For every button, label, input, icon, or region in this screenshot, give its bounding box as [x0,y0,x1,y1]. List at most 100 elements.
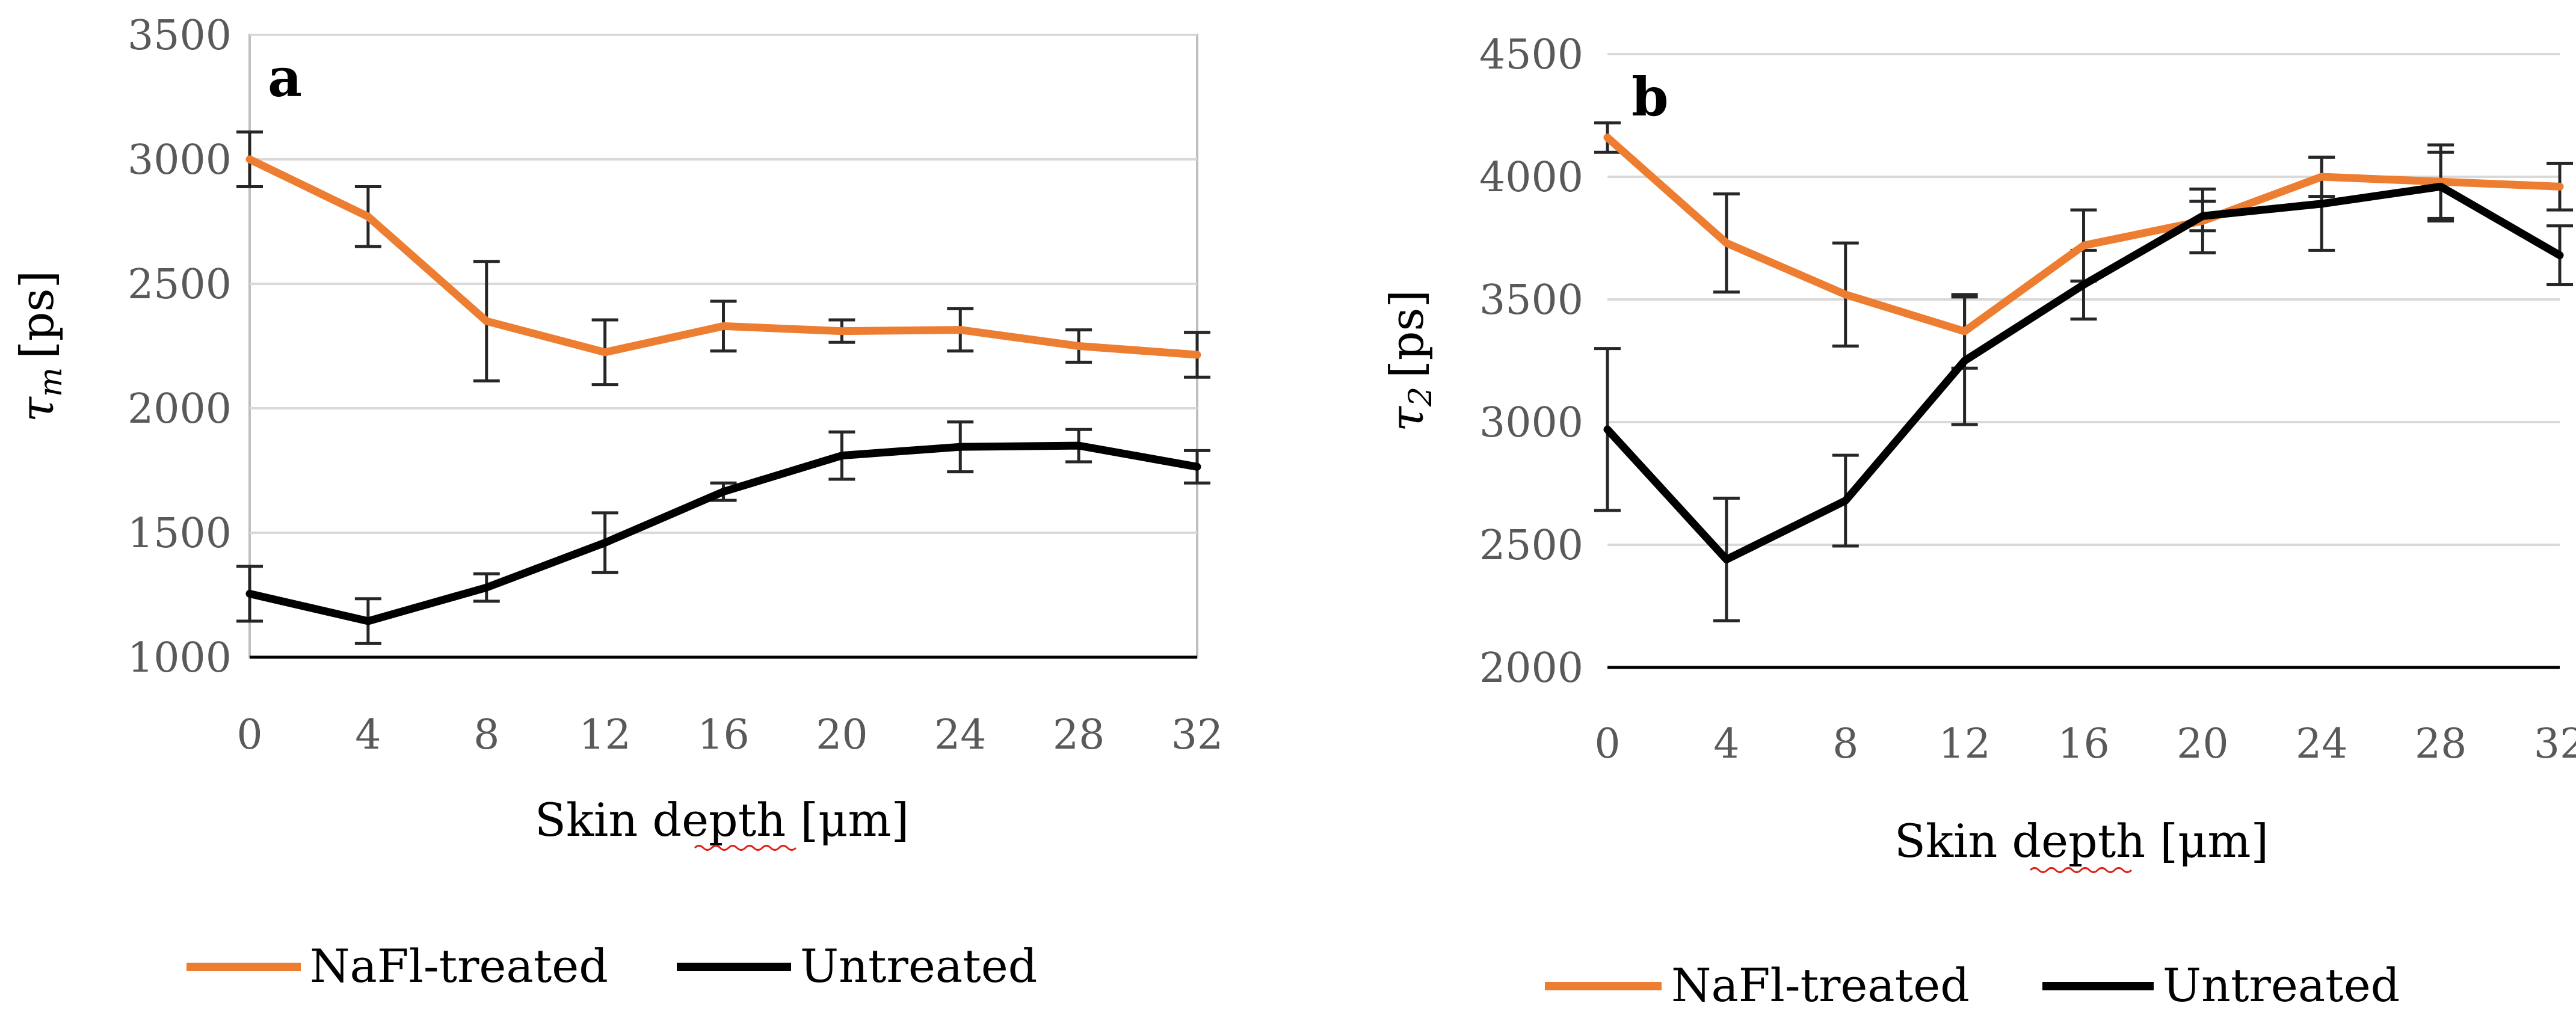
y-tick-label-a: 1500 [128,510,232,557]
data-point-untreated-a [604,542,606,544]
legend-a: NaFl-treated Untreated [186,939,1037,993]
data-point-untreated-a [1078,445,1080,447]
x-tick-labels-a: 0 4 8 12 16 20 24 28 32 [236,711,1223,759]
chart-panel-b: 2000 2500 3000 3500 4000 4500 0 4 8 12 16 20 24 28 32… [1380,31,2576,1012]
data-point-untreated-b [2202,215,2204,217]
data-point-treated-a [723,325,724,327]
y-axis-title-symbol-a: τ [10,396,64,422]
x-tick-label-b: 12 [1938,720,1991,768]
y-tick-label-a: 3000 [128,136,232,184]
y-tick-label-b: 3000 [1479,399,1583,447]
legend-label-untreated-a: Untreated [800,939,1037,993]
panel-label-b: b [1632,66,1669,128]
legend-label-treated-b: NaFl-treated [1671,958,1970,1012]
data-point-treated-a [249,159,250,160]
x-tick-label-b: 4 [1713,720,1739,768]
data-point-treated-b [1607,136,1608,138]
x-tick-label-a: 4 [355,711,381,759]
data-point-untreated-b [2559,254,2560,256]
x-tick-label-a: 0 [236,711,262,759]
x-tick-label-b: 24 [2296,720,2348,768]
data-point-treated-b [2321,176,2323,177]
data-point-untreated-a [249,593,250,595]
legend-label-treated-a: NaFl-treated [310,939,608,993]
y-tick-label-b: 4000 [1479,154,1583,201]
x-tick-label-a: 8 [473,711,499,759]
y-axis-title-unit-a: [ps] [10,271,64,359]
data-point-treated-a [367,216,369,218]
series-group-a [236,130,1210,645]
x-tick-label-b: 0 [1594,720,1620,768]
data-point-treated-a [841,330,843,332]
spellcheck-underline-depth-a [694,845,797,851]
series-line-treated-a [245,155,1201,359]
data-point-untreated-b [1844,500,1846,501]
data-point-treated-b [2440,181,2442,183]
data-point-treated-b [1725,242,1727,244]
x-tick-label-b: 32 [2534,720,2576,768]
x-tick-label-b: 8 [1832,720,1858,768]
y-axis-title-subscript-b: 2 [1403,387,1439,407]
gridlines-a [250,34,1197,534]
x-axis-title-text-b: Skin depth [μm] [1894,814,2269,868]
data-point-untreated-a [723,491,724,492]
data-point-treated-a [1197,354,1198,355]
svg-text:τm[ps]: τm [ps] [10,271,69,422]
y-axis-title-b: τ2 [ps] [1380,290,1439,432]
y-axis-title-subscript-a: m [33,367,69,397]
chart-panel-a: 1000 1500 2000 2500 3000 3500 0 4 8 12 16 20 24 28 32… [10,12,1223,993]
x-tick-labels-b: 0 4 8 12 16 20 24 28 32 [1594,720,2576,768]
y-tick-label-a: 1000 [128,634,232,682]
legend-label-untreated-b: Untreated [2163,958,2400,1012]
x-axis-title-a: Skin depth [μm] [535,793,909,847]
data-point-untreated-b [1725,559,1727,560]
x-tick-label-a: 16 [697,711,750,759]
y-axis-title-a: τm [ps] [10,271,69,422]
y-tick-labels-b: 2000 2500 3000 3500 4000 4500 [1479,31,1583,692]
data-point-untreated-a [485,587,487,589]
y-tick-label-b: 4500 [1479,31,1583,79]
svg-text:τ2[ps]: τ2 [ps] [1380,290,1439,432]
spellcheck-underline-depth-b [2029,867,2133,873]
data-point-untreated-a [841,455,843,456]
x-axis-title-text-a: Skin depth [μm] [535,793,909,847]
series-group-b [1594,121,2573,622]
y-tick-labels-a: 1000 1500 2000 2500 3000 3500 [128,12,232,682]
y-tick-label-a: 2500 [128,261,232,308]
y-tick-label-a: 3500 [128,12,232,60]
panel-label-a: a [268,46,302,109]
x-tick-label-a: 20 [816,711,868,759]
data-point-treated-b [2559,186,2560,188]
data-point-treated-a [960,329,961,331]
data-point-treated-a [1078,345,1080,347]
x-tick-label-a: 12 [579,711,631,759]
y-axis-title-unit-b: [ps] [1380,290,1434,378]
data-point-untreated-b [2321,203,2323,204]
y-tick-label-b: 3500 [1479,277,1583,324]
data-point-untreated-a [960,446,961,448]
x-tick-label-b: 28 [2415,720,2467,768]
x-axis-title-b: Skin depth [μm] [1894,814,2269,868]
data-point-untreated-b [2083,284,2085,286]
data-point-treated-a [485,320,487,322]
data-point-untreated-b [1964,360,1965,361]
x-tick-label-a: 24 [934,711,987,759]
data-point-untreated-b [2440,186,2442,188]
legend-b: NaFl-treated Untreated [1545,958,2400,1012]
data-point-treated-a [604,351,606,353]
y-tick-label-b: 2500 [1479,522,1583,569]
y-tick-label-b: 2000 [1479,645,1583,692]
x-tick-label-a: 28 [1053,711,1105,759]
data-point-untreated-a [367,620,369,622]
data-point-treated-b [1964,331,1965,333]
data-point-treated-b [1844,293,1846,295]
y-tick-label-a: 2000 [128,385,232,433]
data-point-treated-b [2083,245,2085,247]
x-tick-label-a: 32 [1171,711,1224,759]
data-point-untreated-b [1607,429,1608,431]
x-tick-label-b: 20 [2177,720,2229,768]
y-axis-title-symbol-b: τ [1380,405,1434,432]
x-tick-label-b: 16 [2057,720,2110,768]
data-point-untreated-a [1197,466,1198,468]
